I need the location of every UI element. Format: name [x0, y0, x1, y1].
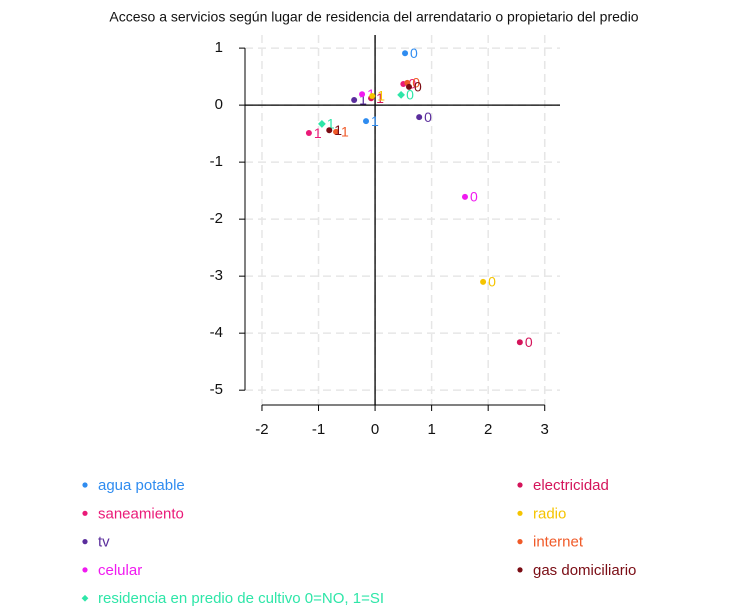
point-label: 1 [327, 116, 335, 132]
point-label: 1 [377, 88, 385, 104]
point [326, 127, 333, 134]
point [416, 114, 423, 121]
point-label: 1 [371, 113, 379, 129]
point-label: 0 [470, 189, 478, 205]
legend-label: internet [533, 534, 584, 551]
y-tick-label: 0 [215, 96, 223, 113]
point [402, 50, 409, 57]
legend-marker [82, 539, 88, 545]
point-label: 0 [414, 79, 422, 95]
legend-label: tv [98, 534, 110, 551]
point-label: 0 [408, 76, 416, 92]
legend-marker [82, 567, 88, 573]
point [369, 93, 376, 100]
point-label: 0 [412, 75, 420, 91]
y-tick-label: -3 [210, 267, 223, 284]
point [333, 128, 340, 135]
legend-marker [82, 482, 88, 488]
legend-marker [81, 594, 89, 602]
y-tick-label: -2 [210, 210, 223, 227]
point [461, 193, 468, 200]
legend-marker [517, 567, 523, 573]
point-label: 1 [376, 90, 384, 106]
x-tick-label: 1 [427, 421, 435, 438]
legend-label: gas domiciliario [533, 562, 636, 579]
point-label: 1 [341, 124, 349, 140]
point-label: 1 [314, 125, 322, 141]
legend-marker [517, 539, 523, 545]
chart-title: Acceso a servicios según lugar de reside… [109, 9, 638, 25]
point [516, 339, 523, 346]
x-tick-label: -2 [255, 421, 268, 438]
point-label: 1 [334, 122, 342, 138]
legend-label: residencia en predio de cultivo 0=NO, 1=… [98, 590, 384, 607]
point-label: 1 [359, 92, 367, 108]
point [318, 120, 326, 128]
x-tick-label: 2 [484, 421, 492, 438]
legend-label: electricidad [533, 477, 609, 494]
point-label: 0 [488, 274, 496, 290]
point [305, 130, 312, 137]
y-tick-label: -5 [210, 381, 223, 398]
legend-marker [82, 510, 88, 516]
point-label: 0 [410, 45, 418, 61]
point [351, 96, 358, 103]
point-label: 0 [424, 109, 432, 125]
point [397, 90, 405, 99]
x-tick-label: -1 [312, 421, 325, 438]
legend-label: saneamiento [98, 505, 184, 522]
point [406, 83, 413, 90]
y-tick-label: 1 [215, 39, 223, 56]
legend-label: radio [533, 505, 566, 522]
x-tick-label: 0 [371, 421, 379, 438]
point-label: 0 [525, 334, 533, 350]
legend-marker [517, 510, 523, 516]
y-tick-label: -1 [210, 153, 223, 170]
point-label: 0 [406, 87, 414, 103]
legend-label: celular [98, 562, 142, 579]
point [363, 118, 370, 125]
y-tick-label: -4 [210, 324, 223, 341]
x-tick-label: 3 [541, 421, 549, 438]
legend-marker [517, 482, 523, 488]
point [480, 278, 487, 285]
legend-label: agua potable [98, 477, 185, 494]
point [359, 91, 366, 98]
